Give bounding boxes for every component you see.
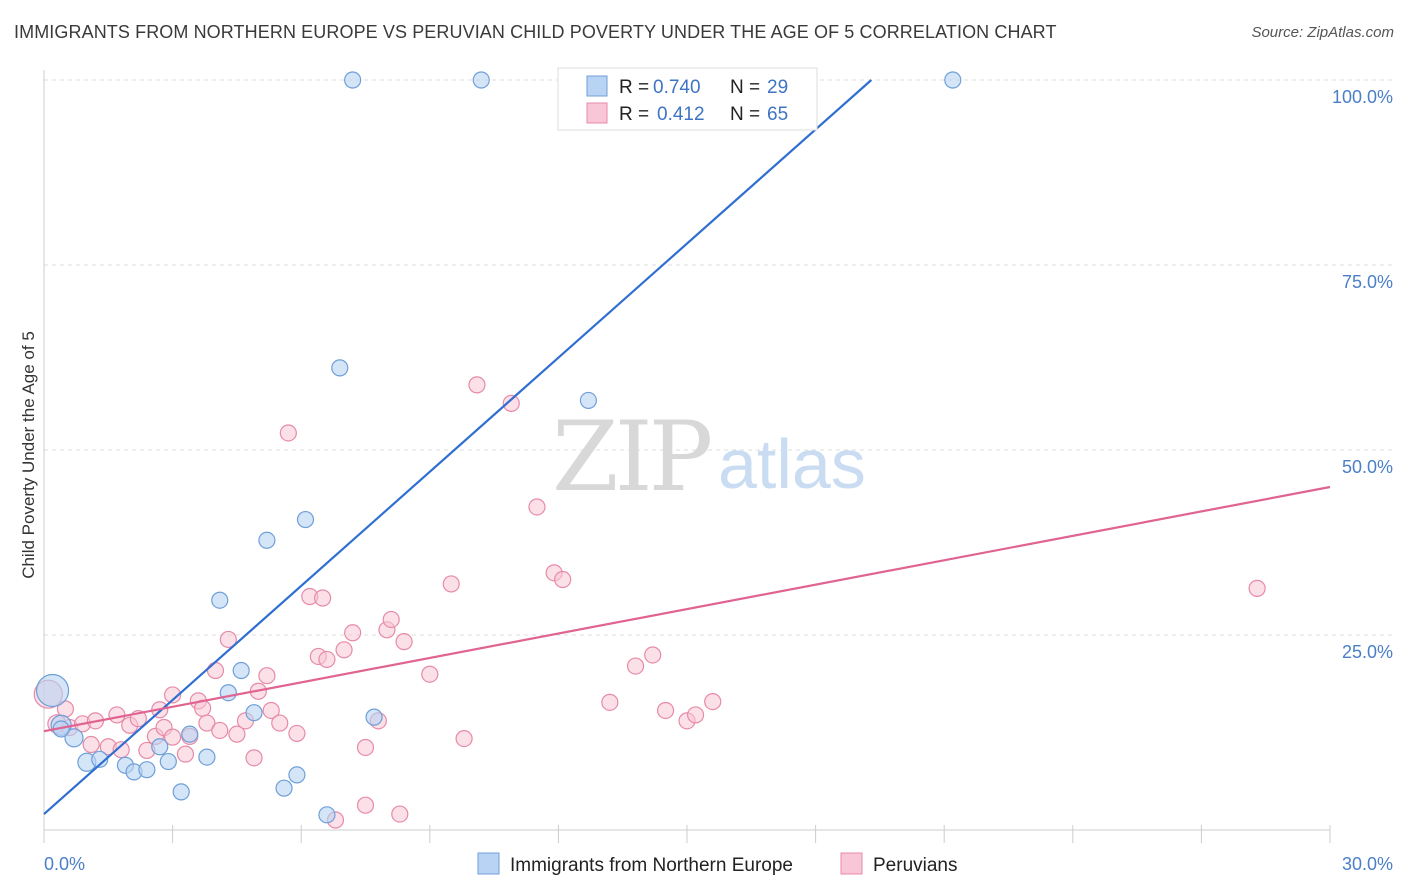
point-peruvians (704, 692, 722, 711)
point-peruvians (314, 589, 332, 607)
watermark: ZIP atlas (552, 401, 866, 513)
legend-box: R = 0.740 N = 29 R = 0.412 N = 65 (557, 67, 818, 131)
point-northern-europe (296, 510, 315, 529)
point-northern-europe (318, 806, 336, 824)
point-peruvians (554, 570, 572, 589)
legend-r-label-2: R = (619, 104, 649, 125)
point-northern-europe (258, 531, 276, 549)
x-tick-label-max: 30.0% (1342, 854, 1393, 874)
point-peruvians (686, 706, 705, 724)
point-peruvians (421, 665, 439, 683)
point-peruvians (82, 735, 100, 754)
bottom-legend-swatch-blue (477, 852, 500, 875)
point-peruvians (164, 686, 182, 704)
legend-swatch-blue (586, 75, 608, 97)
y-axis-label: Child Poverty Under the Age of 5 (19, 331, 38, 579)
y-tick-label-75: 75.0% (1342, 272, 1393, 292)
point-peruvians (335, 641, 353, 659)
point-peruvians (258, 667, 276, 685)
legend-r-label-1: R = (619, 77, 649, 98)
legend-swatch-pink (586, 102, 608, 124)
point-northern-europe (944, 71, 962, 89)
y-tick-label-50: 50.0% (1342, 457, 1393, 477)
point-peruvians (198, 714, 216, 732)
x-ticks: 0.0% 30.0% (43, 825, 1393, 874)
point-northern-europe (275, 779, 293, 797)
x-tick-label-min: 0.0% (44, 854, 85, 874)
point-northern-europe (579, 391, 598, 410)
point-northern-europe (288, 766, 306, 784)
point-peruvians (288, 724, 306, 743)
point-peruvians (644, 646, 662, 664)
point-peruvians (245, 749, 263, 767)
point-northern-europe (211, 591, 229, 609)
point-northern-europe (331, 359, 349, 377)
legend-n-label-1: N = (730, 77, 760, 98)
series-northern-europe-points (35, 71, 962, 824)
point-peruvians (206, 661, 225, 680)
point-peruvians (1248, 579, 1266, 597)
point-peruvians (112, 741, 130, 759)
point-peruvians (262, 701, 280, 720)
point-peruvians (344, 624, 362, 642)
point-peruvians (502, 394, 520, 412)
trend-lines (43, 79, 1331, 815)
point-peruvians (382, 610, 400, 629)
point-northern-europe (91, 750, 109, 768)
point-peruvians (391, 805, 409, 823)
chart-title: IMMIGRANTS FROM NORTHERN EUROPE VS PERUV… (14, 22, 1057, 42)
point-peruvians (279, 424, 297, 442)
point-peruvians (356, 738, 375, 757)
point-northern-europe (344, 71, 362, 89)
point-northern-europe (35, 673, 70, 708)
bottom-legend-label-northern-europe: Immigrants from Northern Europe (510, 855, 793, 876)
legend-r-value-1: 0.740 (653, 77, 701, 98)
legend-r-value-2: 0.412 (657, 104, 705, 125)
point-peruvians (228, 725, 246, 743)
point-northern-europe (159, 752, 177, 771)
point-northern-europe (64, 728, 84, 748)
point-northern-europe (181, 725, 199, 743)
point-peruvians (656, 701, 675, 720)
bottom-legend: Immigrants from Northern Europe Peruvian… (477, 852, 958, 876)
point-peruvians (528, 498, 546, 516)
bottom-legend-swatch-pink (840, 852, 863, 875)
point-northern-europe (198, 748, 216, 766)
chart-source: Source: ZipAtlas.com (1251, 24, 1394, 41)
point-peruvians (164, 728, 182, 746)
trend-line-northern-europe (43, 79, 873, 815)
y-tick-labels: 25.0% 50.0% 75.0% 100.0% (1332, 87, 1393, 662)
point-peruvians (356, 796, 375, 814)
point-peruvians (468, 376, 486, 394)
point-peruvians (176, 745, 195, 763)
legend-n-label-2: N = (730, 104, 760, 125)
point-peruvians (395, 633, 413, 651)
point-northern-europe (245, 704, 263, 722)
point-peruvians (108, 706, 126, 724)
point-peruvians (271, 714, 289, 732)
point-peruvians (601, 693, 619, 711)
gridlines (44, 79, 1392, 636)
point-peruvians (211, 721, 229, 740)
point-peruvians (219, 630, 237, 649)
point-northern-europe (232, 661, 250, 680)
point-peruvians (626, 657, 645, 675)
watermark-atlas: atlas (718, 425, 866, 503)
point-peruvians (442, 575, 460, 593)
point-northern-europe (472, 71, 490, 89)
trend-line-peruvians (43, 485, 1331, 733)
point-northern-europe (172, 783, 190, 801)
y-tick-label-100: 100.0% (1332, 87, 1393, 107)
legend-n-value-1: 29 (767, 77, 788, 98)
legend-n-value-2: 65 (767, 104, 788, 125)
point-northern-europe (151, 738, 169, 756)
point-northern-europe (365, 708, 383, 726)
point-northern-europe (138, 761, 156, 779)
point-peruvians (318, 650, 336, 669)
point-peruvians (455, 729, 473, 748)
watermark-zip: ZIP (552, 401, 711, 513)
bottom-legend-label-peruvians: Peruvians (873, 855, 958, 876)
y-tick-label-25: 25.0% (1342, 642, 1393, 662)
